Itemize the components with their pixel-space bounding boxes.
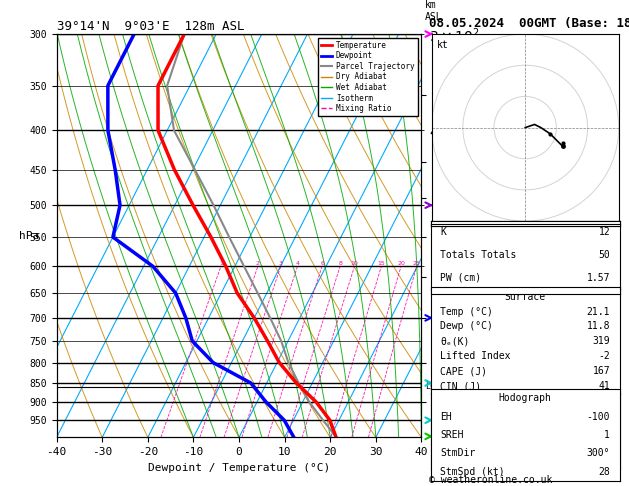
Text: 1: 1	[219, 261, 223, 266]
Text: PW (cm): PW (cm)	[440, 273, 481, 283]
Text: Surface: Surface	[504, 292, 546, 302]
Text: 41: 41	[598, 381, 610, 391]
Text: θₑ(K): θₑ(K)	[440, 336, 470, 347]
Text: Lifted Index: Lifted Index	[440, 351, 511, 362]
Text: 12: 12	[598, 227, 610, 238]
Text: CAPE (J): CAPE (J)	[440, 445, 487, 455]
Text: 319: 319	[593, 420, 610, 430]
Text: -2: -2	[598, 351, 610, 362]
Text: 300°: 300°	[587, 449, 610, 458]
Text: 21.1: 21.1	[587, 307, 610, 316]
Text: 1.57: 1.57	[587, 273, 610, 283]
Legend: Temperature, Dewpoint, Parcel Trajectory, Dry Adiabat, Wet Adiabat, Isotherm, Mi: Temperature, Dewpoint, Parcel Trajectory…	[318, 38, 418, 116]
Text: Dewp (°C): Dewp (°C)	[440, 321, 493, 331]
Text: StmDir: StmDir	[440, 449, 476, 458]
Text: SREH: SREH	[440, 430, 464, 440]
Text: kt: kt	[437, 40, 449, 50]
Text: 10: 10	[350, 261, 359, 266]
Text: hPa: hPa	[19, 231, 40, 241]
Text: 50: 50	[598, 250, 610, 260]
Text: 2: 2	[256, 261, 260, 266]
Text: Temp (°C): Temp (°C)	[440, 307, 493, 316]
Text: 167: 167	[593, 445, 610, 455]
Text: Pressure (mb): Pressure (mb)	[440, 407, 516, 417]
Text: CIN (J): CIN (J)	[440, 458, 481, 468]
Text: Totals Totals: Totals Totals	[440, 250, 516, 260]
Text: EH: EH	[440, 412, 452, 421]
Text: 6: 6	[320, 261, 324, 266]
Text: 319: 319	[593, 336, 610, 347]
Text: Hodograph: Hodograph	[499, 393, 552, 403]
Text: Lifted Index: Lifted Index	[440, 433, 511, 443]
Text: CAPE (J): CAPE (J)	[440, 366, 487, 376]
Text: 4: 4	[296, 261, 299, 266]
Text: 1: 1	[604, 430, 610, 440]
Text: Most Unstable: Most Unstable	[487, 395, 564, 405]
X-axis label: Dewpoint / Temperature (°C): Dewpoint / Temperature (°C)	[148, 463, 330, 473]
Text: 25: 25	[413, 261, 421, 266]
Text: © weatheronline.co.uk: © weatheronline.co.uk	[429, 475, 552, 485]
Text: -2: -2	[598, 433, 610, 443]
Text: 8: 8	[338, 261, 342, 266]
Text: 15: 15	[377, 261, 385, 266]
Text: 11.8: 11.8	[587, 321, 610, 331]
Text: 28: 28	[598, 467, 610, 477]
Text: 167: 167	[593, 366, 610, 376]
Text: StmSpd (kt): StmSpd (kt)	[440, 467, 505, 477]
Text: 3: 3	[279, 261, 282, 266]
Text: Mixing Ratio (g/kg): Mixing Ratio (g/kg)	[454, 188, 464, 283]
Text: 20: 20	[397, 261, 405, 266]
Text: LCL: LCL	[425, 382, 440, 391]
Text: CIN (J): CIN (J)	[440, 381, 481, 391]
Text: km
ASL: km ASL	[425, 0, 443, 22]
Text: 41: 41	[598, 458, 610, 468]
Text: -100: -100	[587, 412, 610, 421]
Text: 997: 997	[593, 407, 610, 417]
Text: 39°14'N  9°03'E  128m ASL: 39°14'N 9°03'E 128m ASL	[57, 20, 244, 33]
Text: 08.05.2024  00GMT (Base: 18): 08.05.2024 00GMT (Base: 18)	[429, 17, 629, 30]
Text: K: K	[440, 227, 446, 238]
Text: θₑ (K): θₑ (K)	[440, 420, 476, 430]
